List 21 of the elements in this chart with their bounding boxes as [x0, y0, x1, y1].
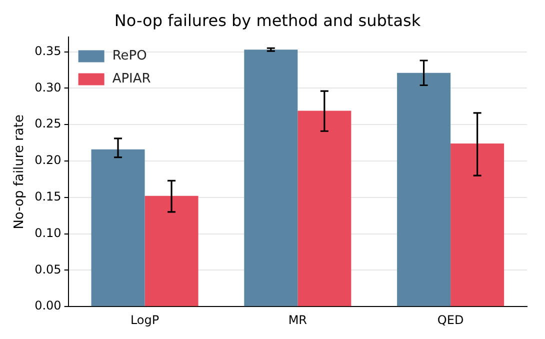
y-tick-label: 0.35 — [34, 44, 62, 58]
bar — [397, 72, 451, 306]
y-tick-label: 0.20 — [34, 153, 62, 168]
x-tick-label: LogP — [130, 312, 160, 327]
y-tick-label: 0.00 — [34, 298, 62, 313]
y-tick-label: 0.15 — [34, 190, 62, 204]
bar — [450, 144, 504, 306]
bar — [298, 110, 352, 306]
bar — [91, 149, 145, 306]
chart-title: No-op failures by method and subtask — [114, 10, 422, 30]
y-tick-label: 0.05 — [34, 262, 62, 276]
legend-label: APIAR — [112, 72, 151, 87]
y-tick-label: 0.30 — [34, 80, 62, 94]
x-tick-label: QED — [437, 312, 464, 327]
x-tick-label: MR — [288, 312, 308, 327]
bar — [144, 196, 198, 306]
bar — [244, 50, 298, 306]
legend-label: RePO — [112, 48, 147, 64]
y-tick-label: 0.25 — [34, 116, 62, 131]
y-tick-label: 0.10 — [34, 226, 62, 240]
y-axis-title: No-op failure rate — [12, 114, 28, 230]
